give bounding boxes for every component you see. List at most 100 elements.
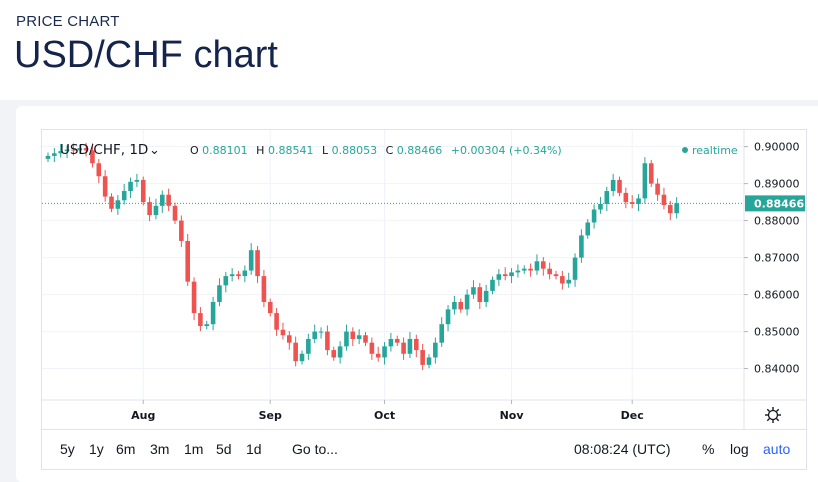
candle-body	[496, 274, 502, 280]
candle-body	[534, 261, 540, 271]
candle-body	[356, 335, 362, 339]
candle	[172, 202, 178, 224]
candle	[255, 245, 260, 284]
candle-body	[414, 338, 419, 351]
ohlc-high-value: 0.88541	[268, 144, 314, 157]
candle	[496, 269, 502, 286]
x-tick-label: Dec	[621, 409, 644, 422]
page-eyebrow: PRICE CHART	[16, 13, 120, 30]
candle	[109, 193, 114, 213]
symbol-label[interactable]: USD/CHF, 1D	[60, 142, 148, 158]
candle	[598, 196, 603, 214]
candle	[661, 187, 667, 210]
candle-body	[140, 179, 146, 203]
candle	[179, 215, 184, 248]
candle	[318, 327, 324, 339]
candle-body	[128, 181, 133, 192]
candle-body	[547, 268, 552, 275]
candle	[515, 264, 521, 278]
candle-body	[502, 274, 508, 277]
range-1d-button[interactable]: 1d	[246, 441, 262, 457]
candle-body	[433, 342, 438, 358]
candle-body	[471, 287, 476, 295]
candle	[604, 186, 610, 211]
y-tick-label: 0.89000	[754, 178, 800, 191]
candle	[191, 277, 197, 321]
candle-body	[185, 240, 190, 282]
candle	[274, 307, 279, 336]
x-tick-label: Oct	[374, 409, 395, 422]
candle	[407, 331, 413, 359]
candle	[579, 229, 584, 263]
candle	[83, 142, 89, 157]
range-5d-button[interactable]: 5d	[216, 441, 232, 457]
last-price-tag	[745, 195, 805, 212]
utc-time[interactable]: 08:08:24 (UTC)	[574, 441, 671, 457]
log-toggle[interactable]: log	[730, 441, 749, 457]
candle-body	[420, 350, 425, 365]
candle	[134, 173, 140, 187]
candle	[198, 306, 203, 332]
candle-body	[287, 335, 292, 343]
candle-body	[617, 179, 622, 193]
page-header: PRICE CHART USD/CHF chart	[0, 0, 818, 100]
candle	[382, 342, 387, 365]
candle-body	[483, 290, 489, 302]
candle	[337, 341, 343, 364]
candle	[229, 268, 235, 282]
candle	[490, 276, 495, 295]
candle	[394, 335, 400, 346]
candle	[458, 298, 464, 313]
candle-body	[382, 346, 387, 358]
candle	[629, 195, 635, 209]
candle	[64, 145, 70, 159]
candle-body	[401, 342, 406, 354]
candle-body	[541, 261, 546, 269]
candle-body	[553, 274, 559, 277]
candle-body	[598, 203, 603, 210]
candle	[217, 278, 222, 307]
candle-body	[261, 276, 267, 302]
candle-body	[655, 183, 660, 195]
candle	[52, 148, 57, 162]
percent-toggle[interactable]: %	[702, 441, 715, 457]
y-tick-label: 0.87000	[754, 252, 800, 265]
candle	[553, 270, 559, 280]
auto-toggle[interactable]: auto	[763, 441, 791, 457]
candle-body	[585, 222, 591, 236]
x-tick-label: Sep	[259, 409, 282, 422]
candle	[471, 280, 476, 299]
price-chart[interactable]: 0.90000 0.89000 0.88000 0.87000 0.86000 0.850…	[42, 130, 806, 430]
candle-body	[407, 338, 413, 354]
gear-icon[interactable]	[765, 407, 781, 423]
ohlc-open-value: 0.88101	[202, 144, 248, 157]
candle-body	[560, 276, 565, 284]
candle	[591, 204, 597, 229]
ohlc-change: +0.00304 (+0.34%)	[451, 144, 562, 157]
candle-body	[331, 350, 337, 358]
chevron-down-icon[interactable]: ⌄	[149, 142, 160, 157]
candle-body	[77, 148, 83, 151]
goto-button[interactable]: Go to...	[292, 441, 338, 457]
candle	[267, 298, 273, 317]
candle	[223, 271, 229, 293]
range-6m-button[interactable]: 6m	[116, 441, 136, 457]
candle-body	[229, 274, 235, 277]
candle-body	[604, 191, 610, 204]
candle-body	[344, 331, 349, 347]
y-tick-label: 0.86000	[754, 289, 800, 302]
range-1m-button[interactable]: 1m	[184, 441, 204, 457]
range-5y-button[interactable]: 5y	[60, 441, 75, 457]
candle	[325, 325, 330, 356]
candle-body	[109, 196, 114, 209]
range-3m-button[interactable]: 3m	[150, 441, 170, 457]
candle	[356, 329, 362, 345]
range-1y-button[interactable]: 1y	[89, 441, 104, 457]
candle	[439, 317, 444, 347]
candle-body	[147, 202, 152, 216]
candle-body	[445, 309, 451, 325]
candle-body	[280, 329, 286, 336]
candle-body	[464, 294, 470, 310]
ohlc-close-label: C	[386, 144, 394, 157]
chart-widget: 0.90000 0.89000 0.88000 0.87000 0.86000 0.850…	[41, 129, 807, 470]
